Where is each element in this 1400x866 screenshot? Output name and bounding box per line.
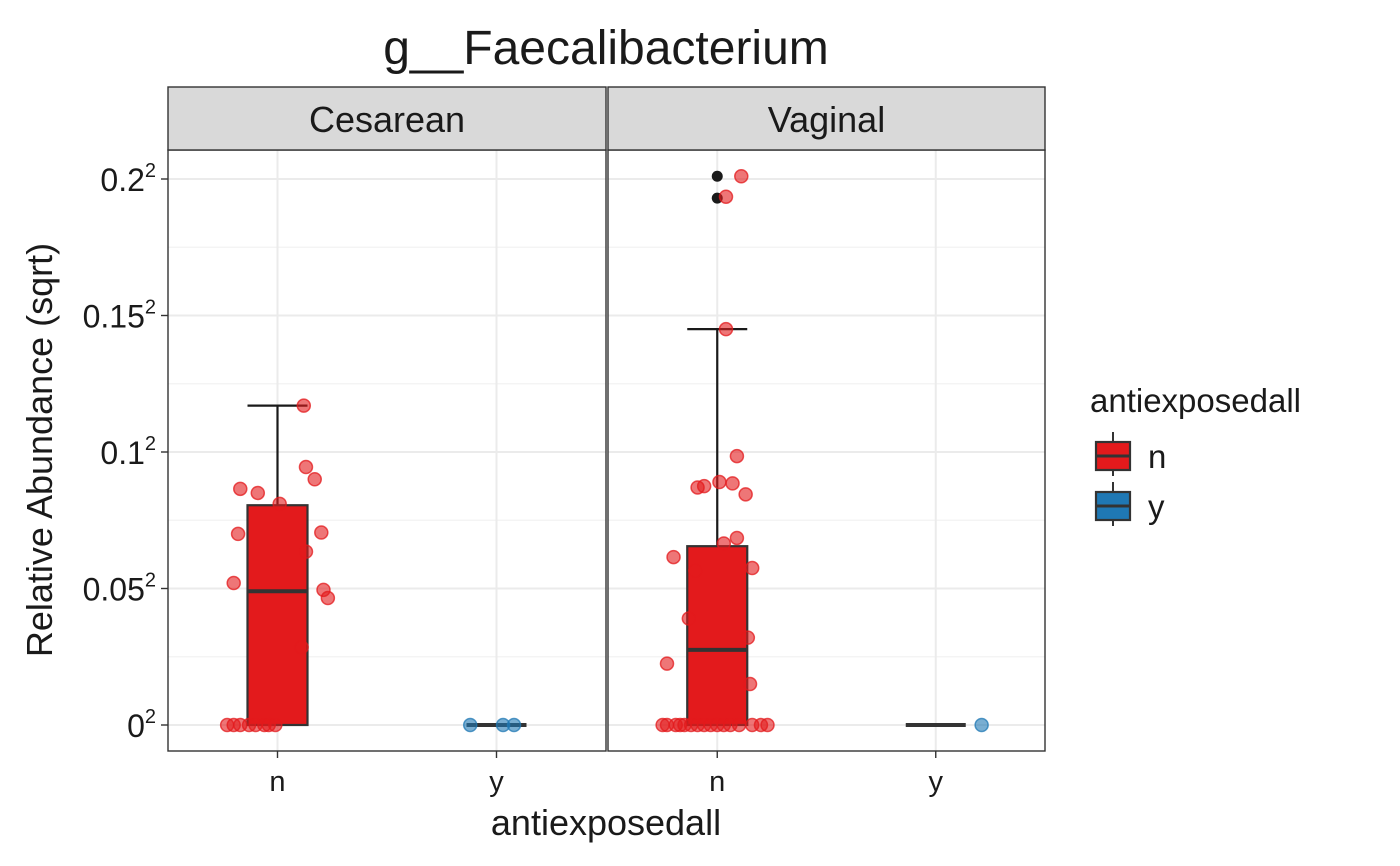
data-point: [233, 481, 248, 497]
data-point: [718, 189, 734, 204]
legend-label-n: n: [1148, 438, 1166, 475]
data-point: [272, 496, 287, 512]
panel-background: [168, 150, 606, 751]
data-point: [681, 611, 697, 626]
data-point: [250, 485, 266, 501]
facet-strip: [607, 86, 1046, 151]
legend: antiexposedall ny: [1090, 382, 1301, 526]
legend-key-y: y: [1094, 482, 1165, 526]
data-point: [731, 717, 747, 733]
facet-vaginal: Vaginal: [607, 86, 1046, 752]
data-point: [666, 549, 681, 565]
legend-label-y: y: [1148, 488, 1165, 525]
data-point: [296, 398, 312, 413]
data-point: [298, 544, 314, 559]
data-point: [734, 169, 749, 184]
data-point: [725, 476, 740, 491]
data-point: [740, 630, 756, 645]
data-point: [729, 448, 745, 464]
x-tick-label: n: [709, 766, 725, 798]
data-point: [462, 717, 478, 733]
y-axis: 02 0.052 0.12 0.152 0.22: [83, 160, 168, 744]
data-point: [716, 536, 732, 551]
facet-strip: [167, 86, 607, 151]
y-tick-label: 0.052: [83, 570, 156, 608]
data-point: [268, 717, 283, 733]
data-point: [729, 530, 745, 546]
legend-key-n: n: [1094, 432, 1166, 476]
data-point: [506, 717, 522, 733]
outlier-point: [711, 170, 723, 182]
box-body: [246, 504, 309, 727]
x-tick-label: n: [269, 766, 285, 798]
box-cesarean-n: [246, 404, 309, 727]
data-point: [738, 487, 753, 502]
facet-strip-label: Cesarean: [309, 99, 465, 140]
x-axis-label: antiexposedall: [491, 802, 721, 843]
data-point: [690, 480, 705, 495]
y-tick-label: 0.22: [100, 160, 156, 198]
data-point: [298, 459, 314, 475]
panel-background: [608, 150, 1045, 751]
data-point: [314, 525, 329, 540]
y-tick-label: 02: [127, 706, 156, 744]
data-point: [718, 321, 734, 337]
data-point: [307, 472, 322, 487]
data-point: [320, 590, 336, 606]
data-point: [230, 526, 246, 542]
data-point: [688, 563, 703, 579]
y-axis-label: Relative Abundance (sqrt): [19, 243, 60, 657]
data-point: [226, 575, 241, 591]
legend-title: antiexposedall: [1090, 382, 1301, 419]
data-point: [742, 676, 758, 692]
facet-strip-label: Vaginal: [768, 99, 885, 140]
data-point: [760, 717, 775, 733]
data-point: [744, 560, 760, 576]
data-point: [712, 474, 727, 490]
x-tick-label: y: [929, 766, 944, 798]
data-point: [974, 717, 989, 733]
facet-panels: Cesarean Vaginal: [167, 86, 1046, 752]
data-point: [659, 656, 675, 671]
y-tick-label: 0.12: [100, 433, 156, 471]
data-point: [294, 639, 309, 655]
x-tick-label: y: [489, 766, 504, 798]
facet-cesarean: Cesarean: [167, 86, 607, 752]
y-tick-label: 0.152: [83, 297, 156, 335]
chart-title: g__Faecalibacterium: [383, 22, 829, 75]
